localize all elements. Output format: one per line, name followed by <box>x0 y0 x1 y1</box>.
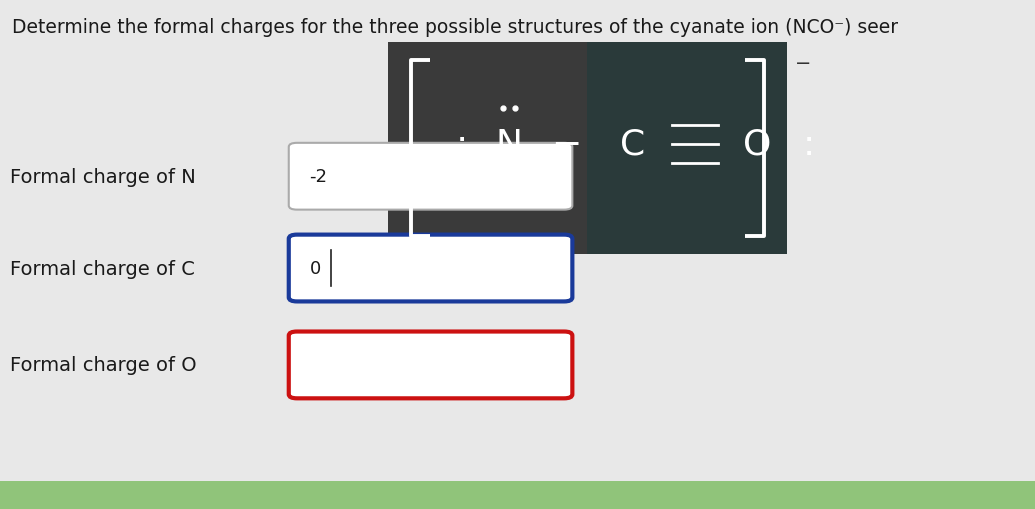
Text: -2: -2 <box>309 168 327 186</box>
Text: 0: 0 <box>309 260 321 277</box>
Text: Determine the formal charges for the three possible structures of the cyanate io: Determine the formal charges for the thr… <box>12 18 898 37</box>
FancyBboxPatch shape <box>388 43 587 254</box>
FancyBboxPatch shape <box>289 332 572 399</box>
Text: Formal charge of O: Formal charge of O <box>10 356 197 375</box>
Text: C: C <box>621 128 646 162</box>
Text: −: − <box>551 128 581 162</box>
Text: O: O <box>743 128 771 162</box>
Text: Formal charge of N: Formal charge of N <box>10 167 196 186</box>
Text: :: : <box>803 128 816 162</box>
Text: :: : <box>456 128 469 162</box>
Text: Formal charge of C: Formal charge of C <box>10 259 196 278</box>
FancyBboxPatch shape <box>0 481 1035 509</box>
FancyBboxPatch shape <box>289 235 572 302</box>
Text: N: N <box>496 128 523 162</box>
FancyBboxPatch shape <box>587 43 787 254</box>
FancyBboxPatch shape <box>289 144 572 210</box>
Text: −: − <box>795 53 811 72</box>
